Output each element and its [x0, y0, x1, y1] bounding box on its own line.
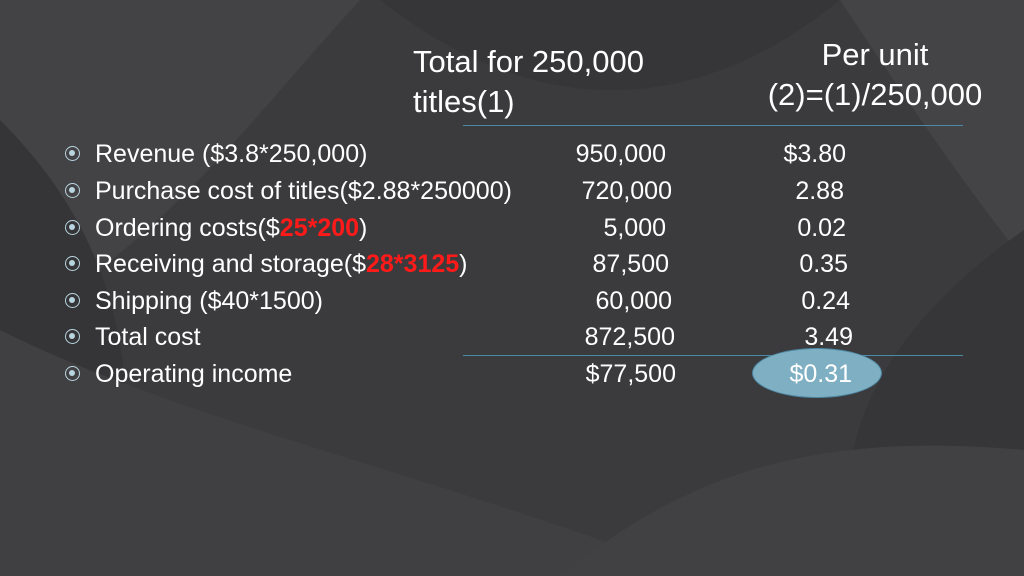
target-bullet-icon — [65, 220, 80, 235]
row-unit-revenue: $3.80 — [783, 140, 846, 168]
row-unit-ordering-costs: 0.02 — [797, 214, 846, 242]
unit-column-header-line2: (2)=(1)/250,000 — [767, 77, 983, 112]
row-label-receiving-storage: Receiving and storage($28*3125) — [95, 250, 468, 278]
row-label-total-cost: Total cost — [95, 323, 201, 351]
row-unit-shipping: 0.24 — [801, 287, 850, 315]
row-total-purchase-cost: 720,000 — [581, 177, 672, 205]
receiving-storage-highlight: 28*3125 — [366, 250, 460, 278]
total-divider — [463, 355, 963, 356]
row-unit-total-cost: 3.49 — [804, 323, 853, 351]
target-bullet-icon — [65, 256, 80, 271]
row-unit-operating-income: $0.31 — [789, 360, 852, 388]
target-bullet-icon — [65, 329, 80, 344]
row-unit-receiving-storage: 0.35 — [799, 250, 848, 278]
row-total-ordering-costs: 5,000 — [603, 214, 666, 242]
row-unit-purchase-cost: 2.88 — [795, 177, 844, 205]
total-column-header-line1: Total for 250,000 — [413, 44, 644, 79]
ordering-costs-highlight: 25*200 — [279, 214, 360, 242]
row-label-purchase-cost: Purchase cost of titles($2.88*250000) — [95, 177, 512, 205]
row-label-revenue: Revenue ($3.8*250,000) — [95, 140, 368, 168]
row-label-ordering-costs: Ordering costs($25*200) — [95, 214, 368, 242]
operating-income-highlight-oval — [752, 348, 882, 398]
target-bullet-icon — [65, 146, 80, 161]
target-bullet-icon — [65, 366, 80, 381]
row-label-operating-income: Operating income — [95, 360, 293, 388]
row-total-total-cost: 872,500 — [584, 323, 675, 351]
row-total-receiving-storage: 87,500 — [592, 250, 669, 278]
unit-column-header-line1: Per unit — [821, 37, 929, 72]
row-total-shipping: 60,000 — [595, 287, 672, 315]
total-column-header-line2: titles(1) — [413, 84, 515, 119]
header-divider — [463, 125, 963, 126]
target-bullet-icon — [65, 293, 80, 308]
target-bullet-icon — [65, 183, 80, 198]
row-total-operating-income: $77,500 — [585, 360, 676, 388]
row-total-revenue: 950,000 — [575, 140, 666, 168]
row-label-shipping: Shipping ($40*1500) — [95, 287, 323, 315]
